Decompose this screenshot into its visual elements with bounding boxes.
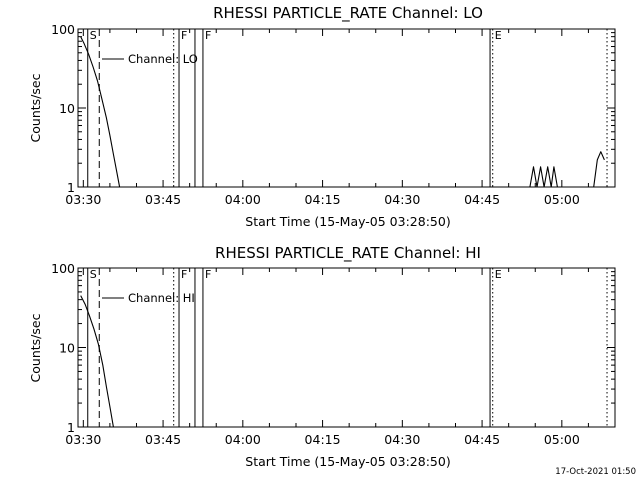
x-tick-label: 05:00	[544, 432, 580, 447]
series-line	[80, 36, 121, 188]
x-tick-label: 03:30	[65, 432, 101, 447]
event-marker-label: E	[495, 268, 502, 281]
plot-area: 03:30 03:45 04:00 04:15 04:30 04:45 05:00 1 10 10…	[51, 261, 616, 447]
x-axis-label: Start Time (15-May-05 03:28:50)	[245, 214, 450, 229]
y-tick-label: 100	[51, 261, 75, 276]
event-marker-label: F	[205, 29, 211, 42]
y-tick-label: 10	[59, 341, 75, 356]
y-tick-label: 1	[67, 420, 75, 435]
event-marker-label: E	[495, 29, 502, 42]
event-marker-label: F	[205, 268, 211, 281]
series-line	[529, 166, 558, 188]
y-axis-label: Counts/sec	[28, 73, 43, 142]
panel-hi-channel: RHESSI PARTICLE_RATE Channel: HI Start T…	[28, 244, 616, 469]
y-axis-label: Counts/sec	[28, 313, 43, 382]
legend-label: Channel: LO	[128, 52, 198, 66]
x-tick-label: 04:15	[305, 432, 341, 447]
x-tick-label: 04:30	[384, 432, 420, 447]
x-tick-label: 03:45	[145, 192, 181, 207]
series-line	[80, 295, 114, 428]
chart-title: RHESSI PARTICLE_RATE Channel: HI	[215, 244, 481, 263]
x-tick-label: 04:45	[464, 192, 500, 207]
x-tick-label: 04:00	[225, 192, 261, 207]
x-tick-label: 04:15	[305, 192, 341, 207]
x-tick-label: 04:30	[384, 192, 420, 207]
x-tick-label: 04:45	[464, 432, 500, 447]
series-line	[593, 151, 605, 188]
x-tick-label: 03:30	[65, 192, 101, 207]
event-marker-label: S	[90, 29, 97, 42]
chart-title: RHESSI PARTICLE_RATE Channel: LO	[213, 4, 483, 23]
event-marker-label: S	[90, 268, 97, 281]
y-tick-label: 1	[67, 180, 75, 195]
event-marker-label: F	[181, 268, 187, 281]
y-tick-label: 10	[59, 101, 75, 116]
x-axis-label: Start Time (15-May-05 03:28:50)	[245, 454, 450, 469]
y-tick-label: 100	[51, 22, 75, 37]
timestamp-footer: 17-Oct-2021 01:50	[555, 467, 636, 477]
event-marker-label: F	[181, 29, 187, 42]
x-tick-label: 05:00	[544, 192, 580, 207]
x-tick-label: 03:45	[145, 432, 181, 447]
x-tick-label: 04:00	[225, 432, 261, 447]
panel-lo-channel: RHESSI PARTICLE_RATE Channel: LO Start T…	[28, 4, 616, 229]
plot-area: 03:30 03:45 04:00 04:15 04:30 04:45 05:00 1 10 10…	[51, 22, 616, 207]
legend-label: Channel: HI	[128, 291, 195, 305]
